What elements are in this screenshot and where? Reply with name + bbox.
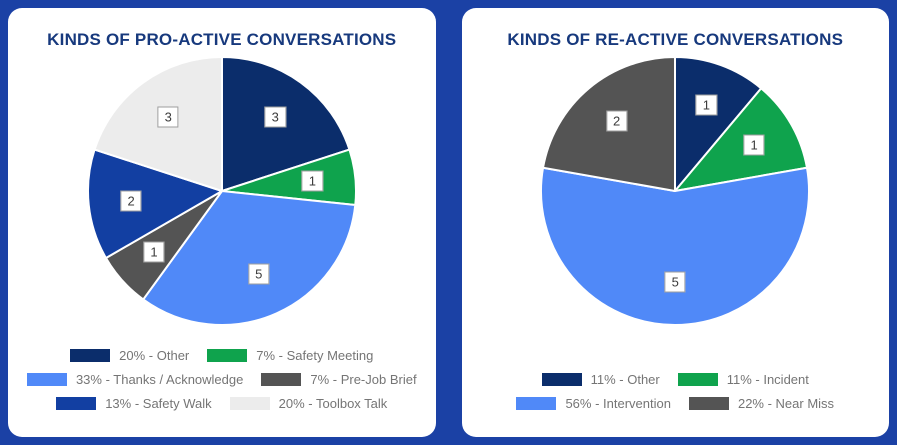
pie-svg <box>540 56 811 326</box>
pie-slice-value-incident: 1 <box>743 134 765 156</box>
pie-slice-value-intervention: 5 <box>664 271 686 293</box>
legend-item-incident: 11% - Incident <box>677 372 809 387</box>
legend-row: 20% - Other 7% - Safety Meeting <box>70 348 373 363</box>
pie-slice-value-near-miss: 2 <box>606 110 628 132</box>
legend-row: 33% - Thanks / Acknowledge 7% - Pre-Job B… <box>26 372 417 387</box>
legend-item-pre-job-brief: 7% - Pre-Job Brief <box>261 372 417 387</box>
legend-swatch-icon <box>541 373 582 386</box>
pie-slice-intervention[interactable] <box>540 166 811 326</box>
legend-swatch-icon <box>229 397 270 410</box>
pie-slice-value-safety-walk: 2 <box>120 190 142 212</box>
legend-item-thanks-acknowledge: 33% - Thanks / Acknowledge <box>26 372 244 387</box>
pie-slice-incident[interactable] <box>674 87 809 192</box>
pie-slice-value-other: 1 <box>695 94 718 116</box>
legend-row: 13% - Safety Walk 20% - Toolbox Talk <box>56 396 387 411</box>
legend-label: 33% - Thanks / Acknowledge <box>75 372 244 387</box>
pie-slice-thanks-acknowledge[interactable] <box>141 190 357 327</box>
proactive-legend: 20% - Other 7% - Safety Meeting 33% - Than… <box>26 348 417 411</box>
legend-swatch-icon <box>70 349 111 362</box>
legend-item-toolbox-talk: 20% - Toolbox Talk <box>229 396 388 411</box>
pie-slice-value-pre-job-brief: 1 <box>143 241 165 263</box>
pie-slice-other[interactable] <box>674 56 763 192</box>
legend-swatch-icon <box>26 373 67 386</box>
legend-swatch-icon <box>56 397 97 410</box>
pie-slice-value-toolbox-talk: 3 <box>157 106 179 128</box>
legend-swatch-icon <box>677 373 718 386</box>
legend-label: 56% - Intervention <box>565 396 671 411</box>
legend-item-safety-meeting: 7% - Safety Meeting <box>207 348 373 363</box>
legend-swatch-icon <box>207 349 248 362</box>
legend-item-near-miss: 22% - Near Miss <box>688 396 835 411</box>
proactive-pie-chart: 3 1 5 1 2 3 <box>85 54 359 328</box>
pie-slice-safety-walk[interactable] <box>86 148 223 259</box>
legend-label: 13% - Safety Walk <box>105 396 212 411</box>
legend-label: 20% - Other <box>119 348 190 363</box>
reactive-chart-title: KINDS OF RE-ACTIVE CONVERSATIONS <box>507 30 844 49</box>
legend-label: 11% - Incident <box>726 372 809 387</box>
pie-slice-value-other: 3 <box>264 106 286 128</box>
reactive-conversations-card: KINDS OF RE-ACTIVE CONVERSATIONS 1 1 5 2 11… <box>461 8 889 437</box>
legend-swatch-icon <box>261 373 302 386</box>
legend-label: 22% - Near Miss <box>737 396 835 411</box>
legend-item-safety-walk: 13% - Safety Walk <box>56 396 212 411</box>
pie-slice-value-thanks-acknowledge: 5 <box>248 263 270 285</box>
legend-item-intervention: 56% - Intervention <box>516 396 671 411</box>
legend-item-other: 11% - Other <box>541 372 660 387</box>
legend-item-other: 20% - Other <box>70 348 189 363</box>
legend-swatch-icon <box>688 397 729 410</box>
proactive-chart-title: KINDS OF PRO-ACTIVE CONVERSATIONS <box>47 30 397 49</box>
legend-label: 20% - Toolbox Talk <box>278 396 388 411</box>
legend-label: 7% - Safety Meeting <box>256 348 374 363</box>
legend-label: 11% - Other <box>590 372 660 387</box>
legend-row: 11% - Other 11% - Incident <box>541 372 809 387</box>
reactive-legend: 11% - Other 11% - Incident 56% - Intervent… <box>516 372 834 411</box>
legend-row: 56% - Intervention 22% - Near Miss <box>516 396 834 411</box>
pie-slice-value-safety-meeting: 1 <box>301 170 323 192</box>
reactive-pie-chart: 1 1 5 2 <box>538 54 812 328</box>
legend-swatch-icon <box>516 397 557 410</box>
legend-label: 7% - Pre-Job Brief <box>310 372 417 387</box>
